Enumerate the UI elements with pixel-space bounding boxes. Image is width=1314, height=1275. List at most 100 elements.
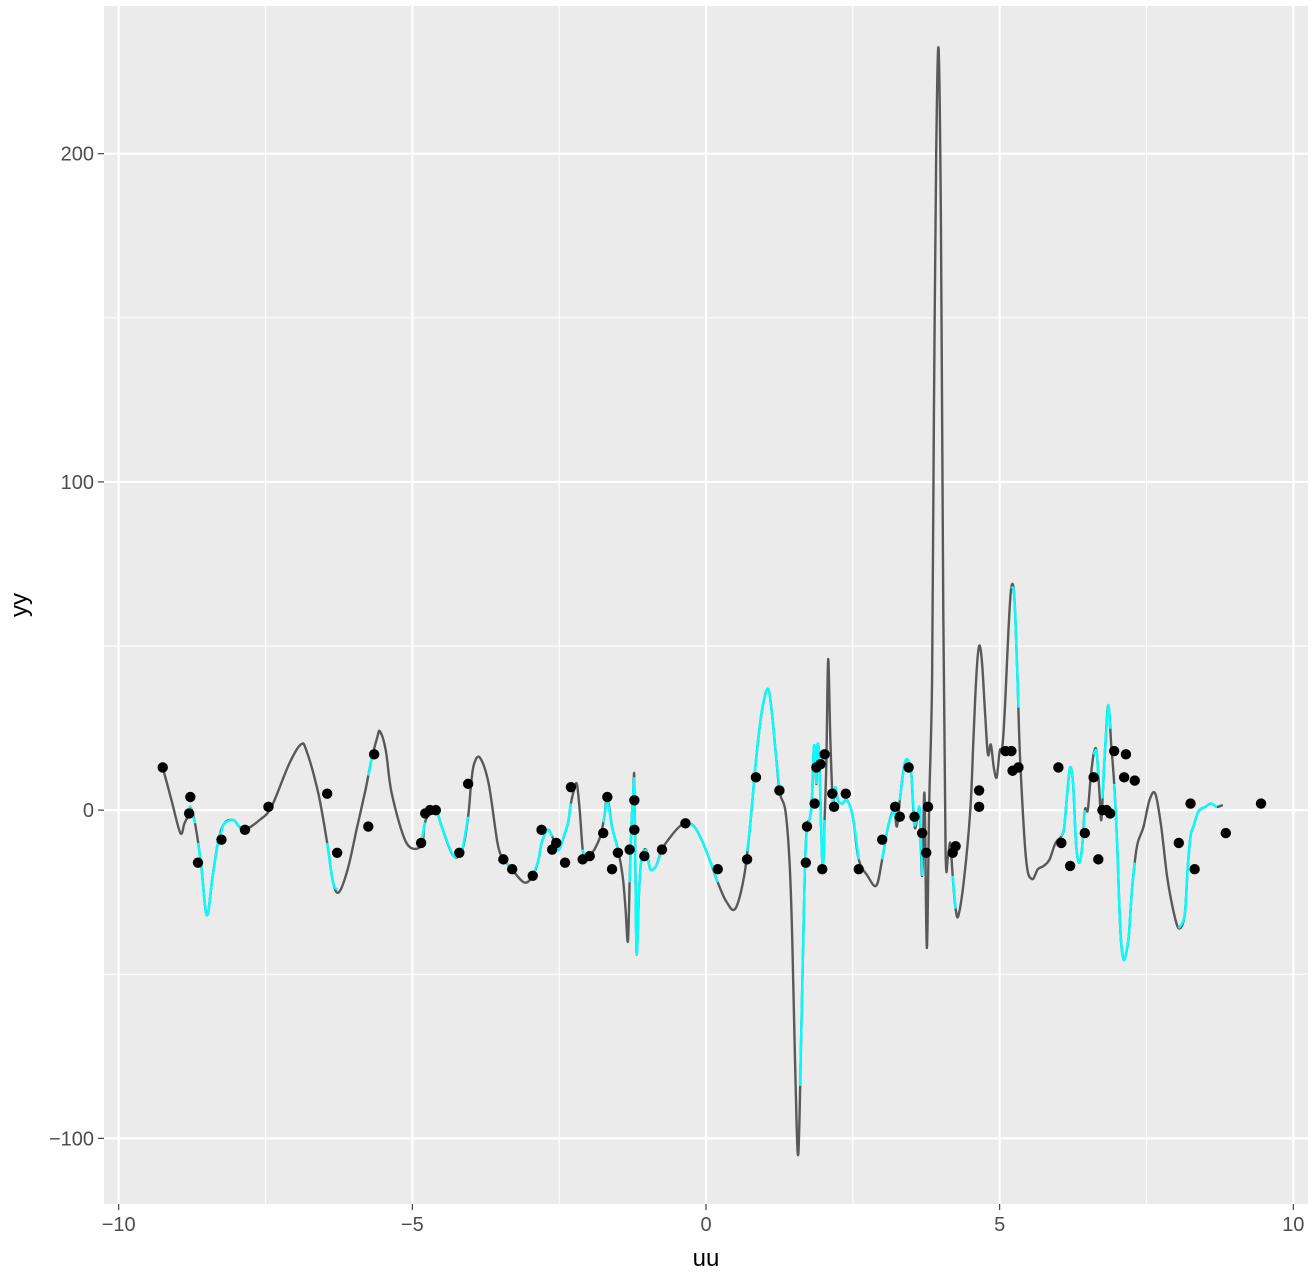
data-point [1056, 837, 1067, 849]
points-layer [157, 745, 1267, 881]
data-point [498, 854, 509, 865]
data-point [565, 781, 577, 793]
highlight-segment [1193, 802, 1218, 823]
data-point [876, 834, 888, 845]
x-tick-label: −10 [102, 1214, 136, 1236]
grid-major [104, 6, 1308, 1204]
highlight-segment [913, 805, 924, 876]
data-point [263, 801, 274, 813]
highlight-segment [563, 803, 573, 834]
data-point [321, 788, 333, 799]
highlight-segment [898, 758, 916, 827]
data-point [536, 824, 547, 836]
data-point [415, 837, 427, 849]
data-point [1120, 749, 1132, 760]
data-point [903, 762, 914, 773]
highlight-segment [1092, 748, 1100, 777]
data-point [1093, 854, 1104, 865]
highlight-segment [1101, 703, 1112, 799]
data-point [527, 870, 538, 881]
data-point [1088, 772, 1099, 783]
data-point [1079, 827, 1091, 839]
data-point [1220, 827, 1231, 839]
data-point [921, 847, 932, 859]
data-point [363, 821, 374, 832]
data-point [551, 837, 562, 849]
data-point [216, 834, 227, 845]
data-point [462, 778, 474, 790]
data-point [454, 847, 465, 859]
data-point [1006, 745, 1017, 757]
x-tick-label: −5 [401, 1214, 424, 1236]
data-point [1108, 745, 1120, 757]
data-point [819, 749, 830, 760]
data-point [584, 850, 595, 862]
data-point [1255, 798, 1267, 809]
data-point [1104, 808, 1116, 819]
highlight-segment [798, 826, 809, 1086]
data-point [750, 772, 762, 783]
data-point [1053, 762, 1064, 773]
data-point [922, 801, 934, 813]
data-point [1013, 762, 1024, 773]
highlight-segment [531, 828, 554, 877]
y-axis-title: yy [6, 593, 33, 617]
highlight-segment [326, 842, 339, 891]
highlight-segment [951, 875, 957, 909]
data-point [598, 827, 609, 839]
data-point [809, 798, 820, 809]
data-point [950, 841, 961, 852]
y-tick-label: 100 [61, 472, 94, 494]
data-point [916, 827, 928, 839]
data-point [506, 864, 518, 875]
data-point [629, 824, 640, 836]
data-point [368, 749, 380, 760]
data-point [185, 791, 196, 803]
data-point [774, 785, 785, 796]
data-point [973, 785, 985, 796]
data-point [430, 804, 442, 816]
data-point [840, 788, 851, 799]
x-tick-label: 0 [700, 1214, 711, 1236]
data-point [1189, 864, 1200, 875]
data-point [815, 758, 826, 770]
data-point [800, 857, 812, 868]
data-point [741, 854, 753, 865]
highlight-segment [1177, 822, 1196, 929]
data-point [1173, 837, 1184, 849]
highlight-segment [1060, 765, 1086, 864]
data-point [801, 821, 813, 832]
data-point [1185, 798, 1196, 809]
data-point [656, 844, 668, 855]
x-axis-title: uu [693, 1245, 720, 1272]
data-point [1129, 775, 1140, 786]
data-point [639, 850, 650, 862]
data-point [602, 791, 613, 803]
data-point [183, 808, 195, 819]
highlight-segment [1010, 585, 1020, 708]
data-point [853, 864, 864, 875]
y-tick-label: −100 [49, 1128, 94, 1150]
y-axis: −100 0 100 200 [49, 144, 104, 1150]
data-point [828, 801, 840, 813]
data-point [606, 864, 618, 875]
x-tick-label: 5 [994, 1214, 1005, 1236]
data-point [624, 844, 635, 855]
data-point [827, 788, 838, 799]
highlight-segment [555, 832, 567, 852]
data-point [1064, 860, 1076, 872]
data-point [239, 824, 251, 836]
y-tick-label: 200 [61, 144, 94, 166]
x-axis: −10 −5 0 5 10 [102, 1204, 1304, 1236]
x-tick-label: 10 [1282, 1214, 1304, 1236]
highlight-segment [805, 744, 818, 827]
data-point [1118, 772, 1130, 783]
data-point [331, 847, 343, 859]
data-point [973, 801, 985, 813]
data-point [817, 864, 828, 875]
data-point [889, 801, 901, 813]
data-point [157, 762, 168, 773]
highlight-segment [745, 687, 781, 852]
highlight-segment [1113, 783, 1136, 962]
